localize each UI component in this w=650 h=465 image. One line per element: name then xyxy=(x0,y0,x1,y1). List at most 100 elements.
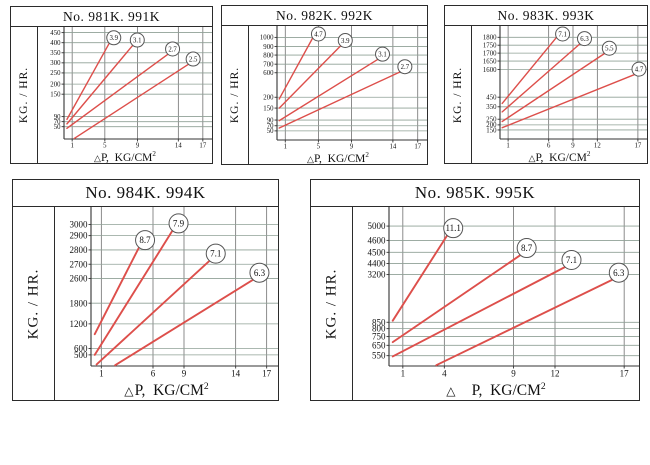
svg-text:8.7: 8.7 xyxy=(139,235,151,245)
plot-area: 1 6 9 14 17 3000 2900 2800 2700 2600 1800 1200 600 50… xyxy=(55,207,278,400)
svg-text:12: 12 xyxy=(551,369,560,379)
delta-triangle-icon: △ xyxy=(307,153,314,164)
x-axis-label-exponent: 2 xyxy=(540,381,546,392)
chart-body: KG. / HR. 1 4 9 12 17 5000 4600 4500 4400 3200 850… xyxy=(311,207,639,400)
svg-text:750: 750 xyxy=(372,332,386,342)
chart-body: KG. / HR. 1 5 9 14 17 450 400 350 300 250 200 150 90… xyxy=(11,27,212,164)
svg-text:400: 400 xyxy=(50,40,61,47)
svg-text:2700: 2700 xyxy=(70,259,89,269)
y-axis-label: KG. / HR. xyxy=(229,66,241,124)
svg-text:5: 5 xyxy=(317,143,321,149)
svg-text:4.7: 4.7 xyxy=(314,31,323,38)
svg-text:1600: 1600 xyxy=(483,67,497,74)
svg-text:1800: 1800 xyxy=(70,298,89,308)
chart-body: KG. / HR. 1 6 9 12 17 1800 1750 1700 1650 1600 450… xyxy=(445,26,647,164)
svg-text:6.3: 6.3 xyxy=(254,268,266,278)
x-axis-label-text: P, KG/CM xyxy=(313,152,366,165)
chart-panel-981k-991k: No. 981K. 991K KG. / HR. 1 5 9 14 17 450 400 35… xyxy=(10,6,213,164)
x-axis-label-exponent: 2 xyxy=(586,150,591,158)
svg-text:4: 4 xyxy=(442,369,447,379)
svg-text:9: 9 xyxy=(136,142,140,148)
svg-text:3.9: 3.9 xyxy=(110,35,119,42)
svg-text:600: 600 xyxy=(263,70,274,77)
svg-text:7.9: 7.9 xyxy=(173,218,185,228)
svg-text:3.9: 3.9 xyxy=(341,38,350,45)
svg-text:2.5: 2.5 xyxy=(189,56,198,63)
svg-text:50: 50 xyxy=(54,124,61,131)
svg-text:850: 850 xyxy=(372,317,386,327)
chart-body: KG. / HR. 1 6 9 14 17 3000 2900 2800 2700 2600 180… xyxy=(13,207,278,400)
svg-text:800: 800 xyxy=(263,52,274,59)
svg-text:6.3: 6.3 xyxy=(580,36,589,43)
svg-text:5000: 5000 xyxy=(368,221,387,231)
svg-text:14: 14 xyxy=(389,143,396,149)
svg-text:1200: 1200 xyxy=(70,319,89,329)
svg-text:14: 14 xyxy=(175,142,182,148)
delta-triangle-icon: △ xyxy=(446,384,456,399)
svg-text:600: 600 xyxy=(74,344,88,354)
y-axis-label-band: KG. / HR. xyxy=(445,26,472,163)
svg-text:17: 17 xyxy=(620,369,630,379)
svg-text:1650: 1650 xyxy=(483,58,497,65)
x-axis-label: △ P, KG/CM2 xyxy=(353,378,639,400)
svg-text:450: 450 xyxy=(486,95,497,102)
svg-text:7.1: 7.1 xyxy=(558,31,567,38)
svg-text:9: 9 xyxy=(350,143,354,149)
x-axis-label-text: P, KG/CM xyxy=(134,382,204,400)
y-axis-label-band: KG. / HR. xyxy=(311,207,353,400)
x-axis-label-exponent: 2 xyxy=(365,151,369,159)
y-axis-label-band: KG. / HR. xyxy=(13,207,55,400)
x-axis-label-exponent: 2 xyxy=(203,381,209,392)
svg-text:3.1: 3.1 xyxy=(378,51,387,58)
chart-panel-983k-993k: No. 983K. 993K KG. / HR. 1 6 9 12 17 1800 1750… xyxy=(444,5,648,164)
x-axis-label: △P, KG/CM2 xyxy=(38,148,212,164)
chart-title: No. 984K. 994K xyxy=(13,180,278,207)
svg-text:17: 17 xyxy=(634,142,641,148)
svg-text:350: 350 xyxy=(486,104,497,111)
svg-text:1750: 1750 xyxy=(483,43,497,50)
chart-title: No. 981K. 991K xyxy=(11,7,212,27)
svg-text:7.1: 7.1 xyxy=(210,249,221,259)
svg-text:2800: 2800 xyxy=(70,245,89,255)
svg-text:6: 6 xyxy=(151,369,156,379)
y-axis-label-band: KG. / HR. xyxy=(11,27,38,163)
svg-text:4.7: 4.7 xyxy=(635,66,644,73)
svg-text:14: 14 xyxy=(231,369,241,379)
x-axis-label: △P, KG/CM2 xyxy=(249,149,427,165)
svg-text:250: 250 xyxy=(486,117,497,124)
svg-text:150: 150 xyxy=(50,92,61,99)
svg-text:50: 50 xyxy=(267,128,274,135)
x-axis-label: △P, KG/CM2 xyxy=(472,148,647,164)
svg-text:70: 70 xyxy=(54,119,61,126)
svg-text:1: 1 xyxy=(401,369,406,379)
x-axis-label-text: P, KG/CM xyxy=(471,382,541,400)
svg-text:250: 250 xyxy=(50,70,61,77)
svg-text:11.1: 11.1 xyxy=(446,223,461,233)
svg-text:200: 200 xyxy=(263,95,274,102)
svg-text:17: 17 xyxy=(199,142,206,148)
delta-triangle-icon: △ xyxy=(124,384,134,399)
svg-text:2.7: 2.7 xyxy=(401,64,410,71)
y-axis-label: KG. / HR. xyxy=(323,268,339,339)
y-axis-label: KG. / HR. xyxy=(452,66,464,123)
svg-text:3200: 3200 xyxy=(368,270,387,280)
svg-text:7.1: 7.1 xyxy=(566,255,577,265)
svg-text:5: 5 xyxy=(103,142,107,148)
svg-text:150: 150 xyxy=(263,105,274,112)
svg-text:350: 350 xyxy=(50,50,61,57)
svg-text:1: 1 xyxy=(506,142,509,148)
chart-panel-982k-992k: No. 982K. 992K KG. / HR. 1 5 9 14 17 1000 900 8… xyxy=(221,5,428,165)
chart-title: No. 985K. 995K xyxy=(311,180,639,207)
svg-text:17: 17 xyxy=(262,369,272,379)
x-axis-label-exponent: 2 xyxy=(152,150,156,158)
svg-text:2900: 2900 xyxy=(70,231,89,241)
svg-text:6.3: 6.3 xyxy=(613,268,625,278)
svg-text:1: 1 xyxy=(99,369,104,379)
chart-panel-985k-995k: No. 985K. 995K KG. / HR. 1 4 9 12 17 5000 4600… xyxy=(310,179,640,401)
svg-text:9: 9 xyxy=(182,369,187,379)
plot-area: 1 6 9 12 17 1800 1750 1700 1650 1600 450 350 250 200 1… xyxy=(472,26,647,164)
svg-text:4500: 4500 xyxy=(368,247,387,257)
